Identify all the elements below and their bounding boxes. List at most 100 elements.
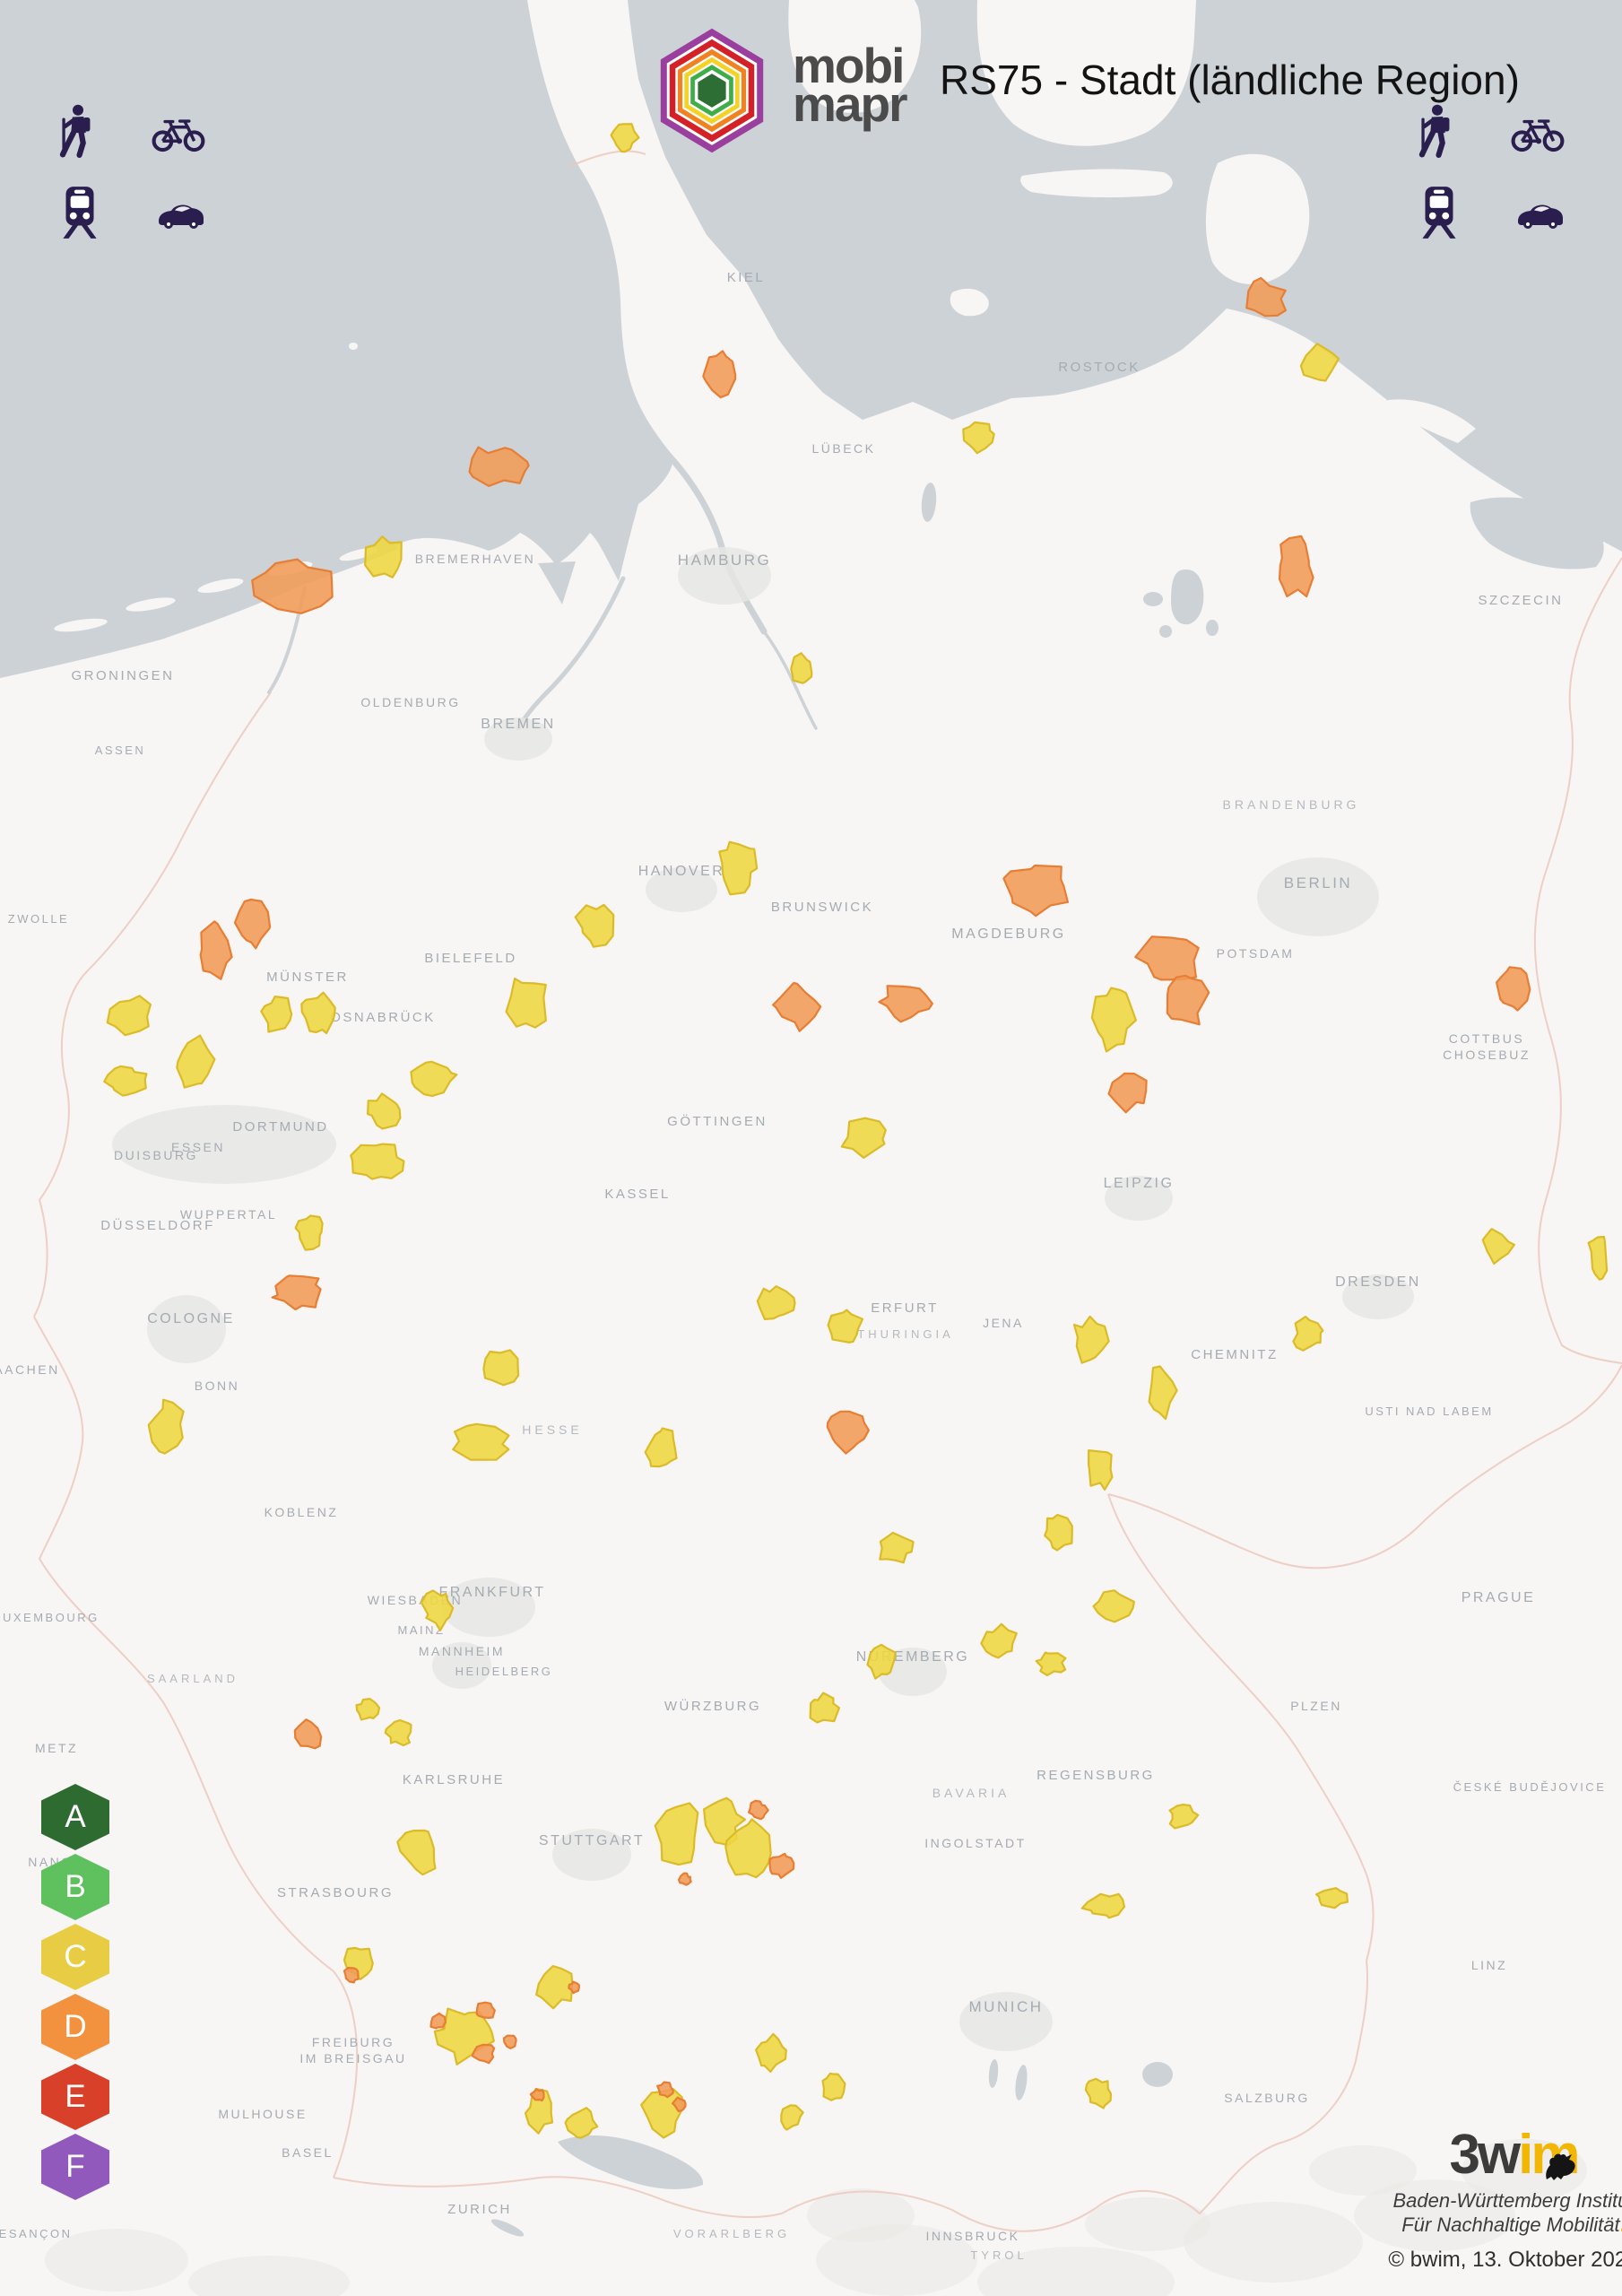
region-polygon-grade-C[interactable] <box>535 1965 574 2010</box>
city-label: LÜBECK <box>811 440 875 456</box>
region-polygon-grade-C[interactable] <box>1299 343 1340 382</box>
region-polygon-grade-D[interactable] <box>429 2012 447 2030</box>
region-polygon-grade-D[interactable] <box>768 1852 795 1879</box>
region-polygon-grade-C[interactable] <box>866 1643 897 1680</box>
car-icon[interactable] <box>1515 199 1566 231</box>
region-polygon-grade-D[interactable] <box>1166 974 1210 1026</box>
region-polygon-grade-C[interactable] <box>367 1092 402 1130</box>
region-polygon-grade-D[interactable] <box>826 1410 870 1455</box>
region-polygon-grade-C[interactable] <box>790 652 813 684</box>
pedestrian-icon[interactable] <box>57 104 99 158</box>
city-label: FRANKFURT <box>438 1585 545 1600</box>
pedestrian-icon[interactable] <box>1417 104 1458 158</box>
region-polygon-grade-C[interactable] <box>294 1214 324 1251</box>
car-icon[interactable] <box>156 199 206 231</box>
region-polygon-grade-C[interactable] <box>1072 1315 1110 1364</box>
region-polygon-grade-D[interactable] <box>878 985 933 1023</box>
city-label: SZCZECIN <box>1479 593 1564 608</box>
region-polygon-grade-C[interactable] <box>147 1398 185 1455</box>
region-polygon-grade-C[interactable] <box>1035 1651 1067 1676</box>
region-polygon-grade-D[interactable] <box>475 2001 496 2019</box>
region-polygon-grade-C[interactable] <box>1080 1892 1126 1919</box>
region-polygon-grade-C[interactable] <box>364 535 403 578</box>
region-polygon-grade-C[interactable] <box>505 978 547 1029</box>
region-polygon-grade-D[interactable] <box>1496 966 1531 1012</box>
region-polygon-grade-C[interactable] <box>103 1065 148 1097</box>
region-polygon-grade-C[interactable] <box>1088 1449 1114 1491</box>
region-polygon-grade-C[interactable] <box>1092 1589 1135 1623</box>
lake <box>1143 592 1163 606</box>
region-polygon-grade-D[interactable] <box>502 2034 517 2049</box>
region-polygon-grade-C[interactable] <box>1314 1887 1349 1909</box>
region-polygon-grade-C[interactable] <box>821 2072 846 2101</box>
region-polygon-grade-D[interactable] <box>772 981 822 1032</box>
region-polygon-grade-C[interactable] <box>1044 1514 1073 1552</box>
region-polygon-grade-C[interactable] <box>1587 1235 1609 1281</box>
region-polygon-grade-C[interactable] <box>384 1718 412 1747</box>
region-polygon-grade-C[interactable] <box>780 2104 804 2131</box>
train-icon[interactable] <box>59 185 100 240</box>
bicycle-icon[interactable] <box>151 115 206 152</box>
bicycle-icon[interactable] <box>1510 115 1566 152</box>
region-polygon-grade-D[interactable] <box>529 2088 545 2102</box>
region-polygon-grade-C[interactable] <box>840 1117 887 1159</box>
region-polygon-grade-C[interactable] <box>1292 1316 1324 1352</box>
region-polygon-grade-C[interactable] <box>827 1309 864 1344</box>
region-polygon-grade-C[interactable] <box>410 1060 458 1097</box>
city-label: DÜSSELDORF <box>100 1217 215 1233</box>
region-polygon-grade-C[interactable] <box>724 1818 772 1879</box>
region-polygon-grade-C[interactable] <box>420 1589 455 1632</box>
region-polygon-grade-D[interactable] <box>568 1980 580 1995</box>
region-polygon-grade-C[interactable] <box>962 421 995 455</box>
region-polygon-grade-C[interactable] <box>644 1427 678 1468</box>
region-polygon-grade-C[interactable] <box>1481 1228 1515 1265</box>
region-polygon-grade-C[interactable] <box>610 123 640 153</box>
train-icon[interactable] <box>1418 185 1460 240</box>
region-polygon-grade-C[interactable] <box>106 995 152 1037</box>
region-polygon-grade-C[interactable] <box>1168 1804 1200 1830</box>
urban-area <box>112 1105 336 1184</box>
region-polygon-grade-D[interactable] <box>748 1799 769 1821</box>
region-polygon-grade-C[interactable] <box>350 1143 405 1180</box>
region-polygon-grade-D[interactable] <box>1245 276 1287 317</box>
region-polygon-grade-C[interactable] <box>879 1531 915 1564</box>
region-polygon-grade-D[interactable] <box>233 898 272 950</box>
country-border <box>33 691 272 1318</box>
region-polygon-grade-C[interactable] <box>980 1622 1018 1659</box>
region-polygon-grade-C[interactable] <box>574 903 615 948</box>
region-polygon-grade-D[interactable] <box>471 2043 496 2065</box>
region-polygon-grade-C[interactable] <box>1148 1365 1178 1421</box>
region-polygon-grade-C[interactable] <box>524 2087 554 2135</box>
region-polygon-grade-C[interactable] <box>640 2088 684 2139</box>
region-polygon-grade-C[interactable] <box>1090 987 1137 1053</box>
region-polygon-grade-C[interactable] <box>452 1422 510 1461</box>
region-polygon-grade-C[interactable] <box>355 1698 381 1721</box>
region-polygon-grade-D[interactable] <box>656 2081 674 2099</box>
island <box>1386 399 1476 443</box>
region-polygon-grade-C[interactable] <box>654 1802 699 1866</box>
region-polygon-grade-D[interactable] <box>293 1718 323 1750</box>
region-polygon-grade-C[interactable] <box>755 2032 787 2073</box>
region-polygon-grade-D[interactable] <box>199 920 233 980</box>
region-polygon-grade-D[interactable] <box>1107 1072 1148 1114</box>
region-polygon-grade-D[interactable] <box>468 446 530 487</box>
region-polygon-grade-C[interactable] <box>260 996 293 1033</box>
region-polygon-grade-D[interactable] <box>702 350 737 399</box>
region-polygon-grade-C[interactable] <box>564 2107 599 2139</box>
region-polygon-grade-D[interactable] <box>343 1967 360 1984</box>
region-polygon-grade-D[interactable] <box>1278 535 1314 598</box>
region-polygon-grade-C[interactable] <box>756 1285 796 1320</box>
region-polygon-grade-D[interactable] <box>672 2096 687 2112</box>
region-polygon-grade-D[interactable] <box>1002 864 1069 918</box>
region-polygon-grade-D[interactable] <box>678 1872 692 1886</box>
region-polygon-grade-C[interactable] <box>1084 2077 1113 2109</box>
region-polygon-grade-C[interactable] <box>396 1829 437 1876</box>
region-polygon-grade-D[interactable] <box>271 1274 322 1311</box>
region-polygon-grade-C[interactable] <box>482 1349 520 1387</box>
region-polygon-grade-C[interactable] <box>300 991 336 1035</box>
region-polygon-grade-C[interactable] <box>176 1034 216 1089</box>
region-polygon-grade-C[interactable] <box>809 1692 840 1724</box>
region-polygon-grade-D[interactable] <box>251 558 334 614</box>
region-polygon-grade-C[interactable] <box>718 840 759 896</box>
